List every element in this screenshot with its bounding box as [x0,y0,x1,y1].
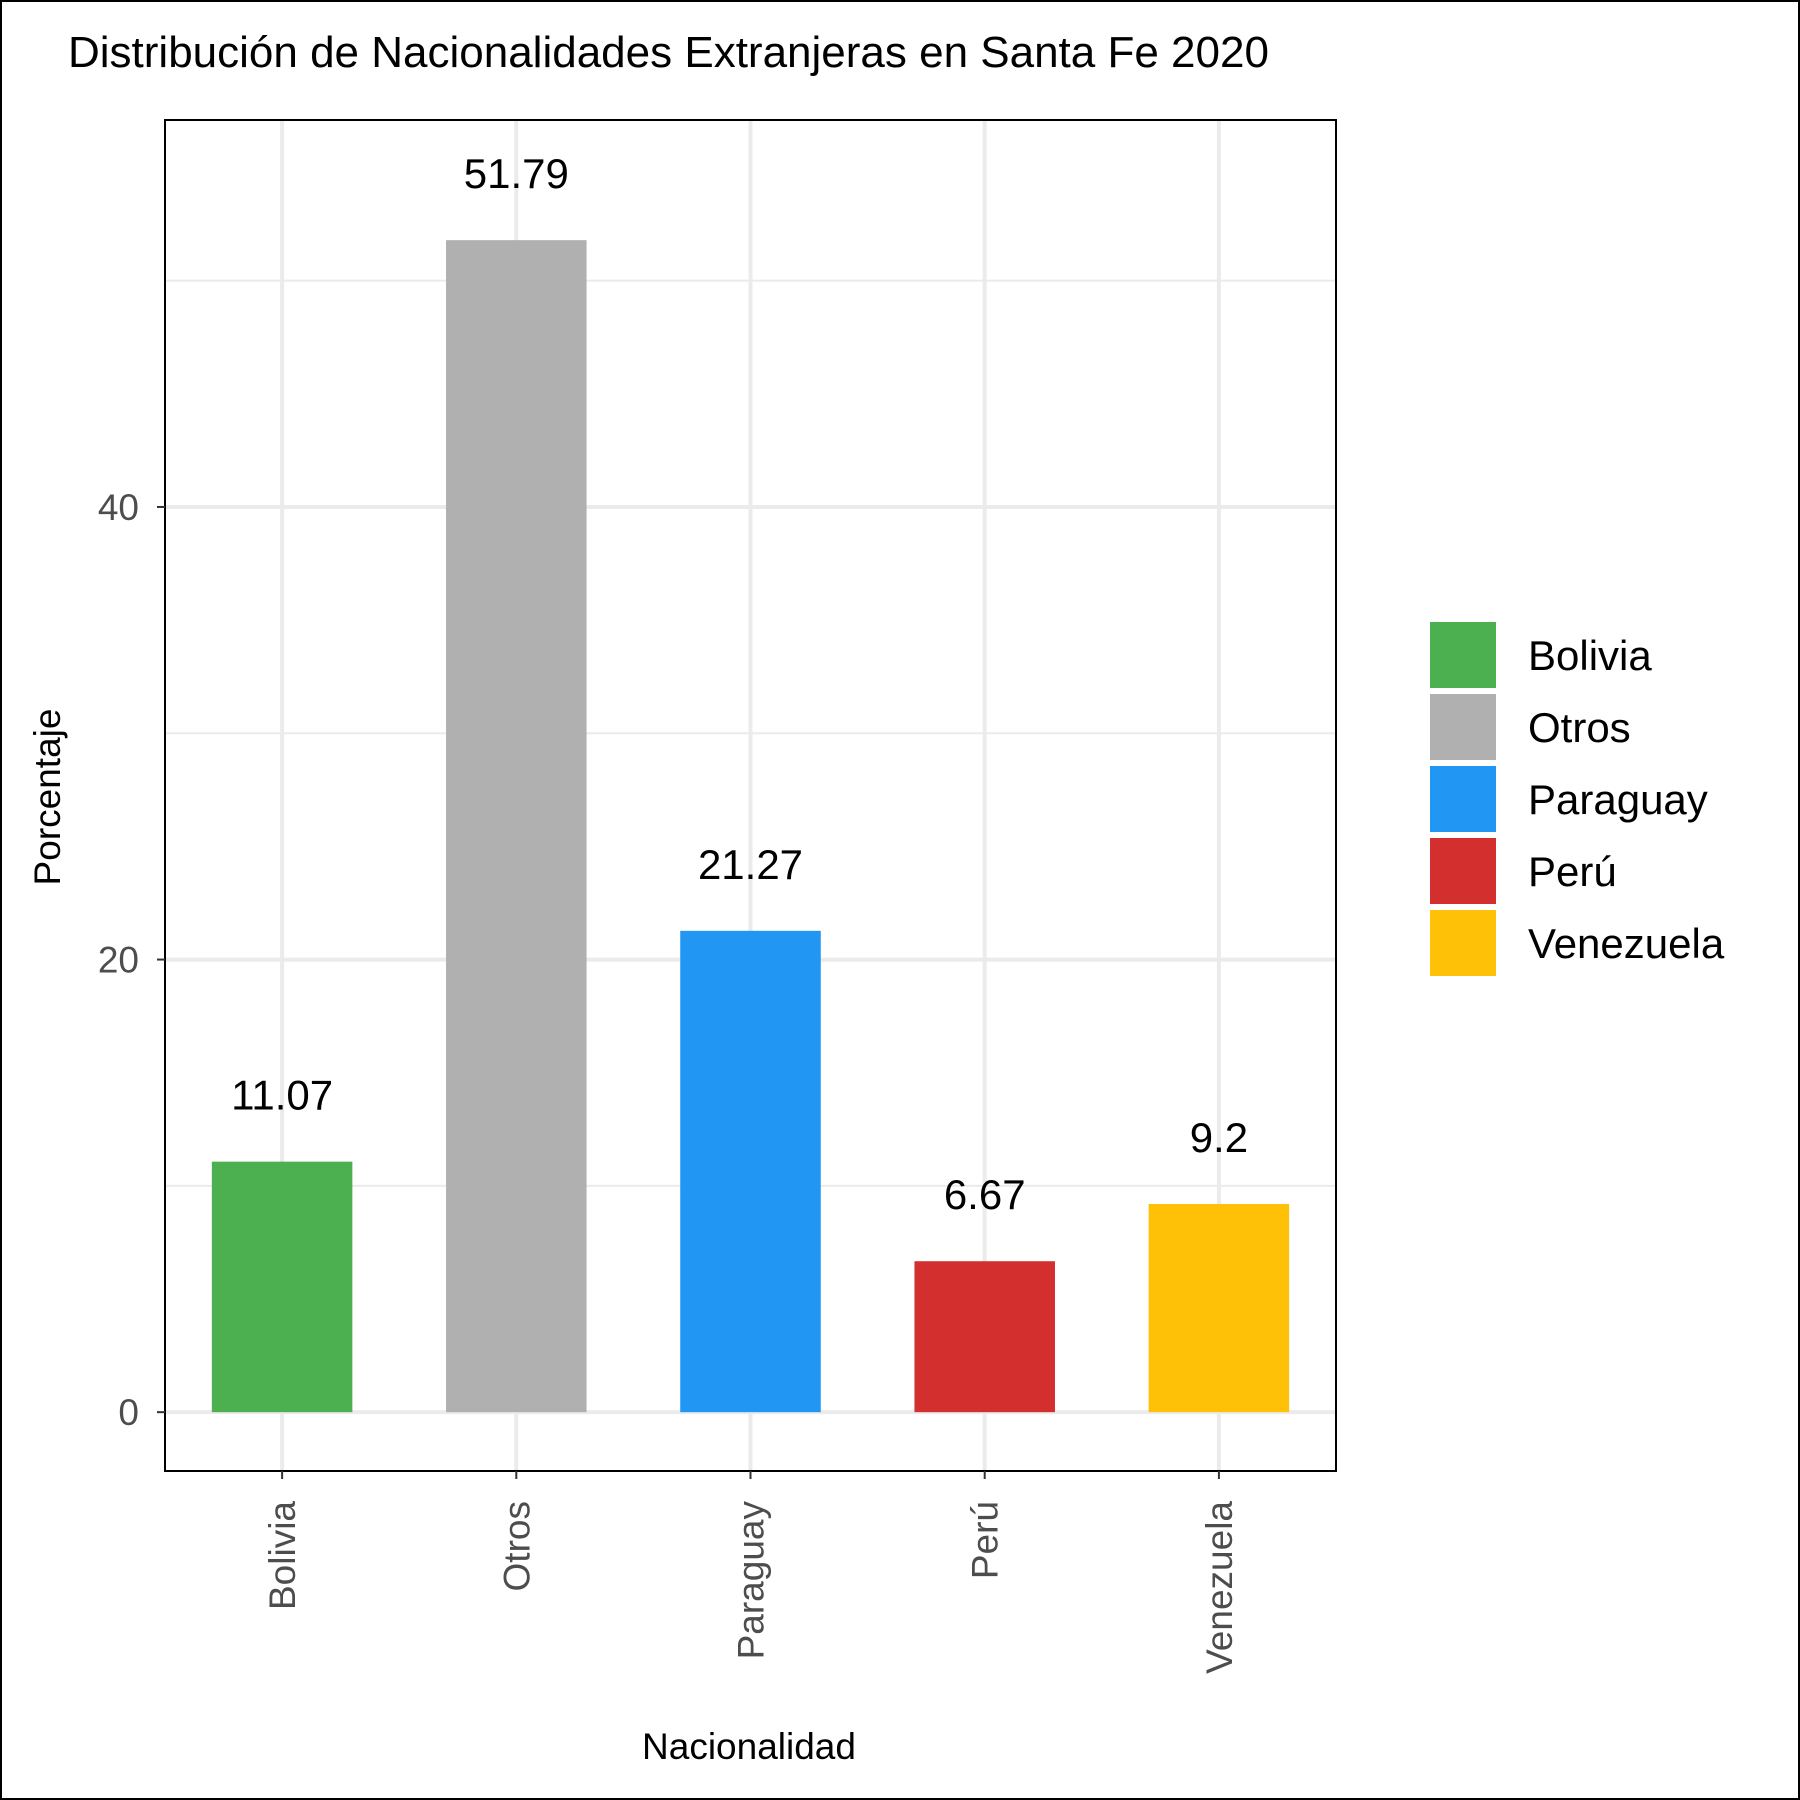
bar-1 [446,240,587,1413]
legend-label-3: Perú [1528,848,1617,895]
legend-swatch-3 [1430,838,1496,904]
data-label-2: 21.27 [698,841,803,888]
x-tick-label: Bolivia [262,1501,303,1610]
legend-swatch-0 [1430,622,1496,688]
data-label-0: 11.07 [231,1072,333,1119]
legend-label-0: Bolivia [1528,632,1652,679]
data-label-3: 6.67 [944,1171,1026,1218]
legend: Bolivia Otros Paraguay Perú Venezuela [1430,622,1725,976]
bar-3 [914,1261,1055,1413]
bar-2 [680,930,821,1413]
bars [211,240,1290,1413]
x-axis-ticks: Bolivia Otros Paraguay Perú Venezuela [262,1471,1240,1674]
legend-swatch-2 [1430,766,1496,832]
legend-swatch-4 [1430,910,1496,976]
y-tick-label: 20 [98,940,139,981]
bar-4 [1148,1203,1290,1413]
y-axis-title: Porcentaje [27,709,68,886]
data-label-4: 9.2 [1190,1114,1248,1161]
legend-label-4: Venezuela [1528,920,1725,967]
legend-label-2: Paraguay [1528,776,1708,823]
y-tick-label: 40 [98,487,139,528]
x-tick-label: Venezuela [1199,1501,1240,1674]
bar-0 [211,1161,353,1413]
y-tick-label: 0 [118,1392,139,1433]
data-labels: 11.07 51.79 21.27 6.67 9.2 [231,150,1248,1218]
legend-swatch-1 [1430,694,1496,760]
x-tick-label: Paraguay [731,1501,772,1660]
legend-label-1: Otros [1528,704,1631,751]
y-axis-ticks: 0 20 40 [98,487,165,1433]
chart-title: Distribución de Nacionalidades Extranjer… [68,28,1269,77]
x-tick-label: Perú [965,1501,1006,1579]
data-label-1: 51.79 [464,150,569,197]
x-tick-label: Otros [496,1501,537,1591]
x-axis-title: Nacionalidad [642,1726,856,1767]
